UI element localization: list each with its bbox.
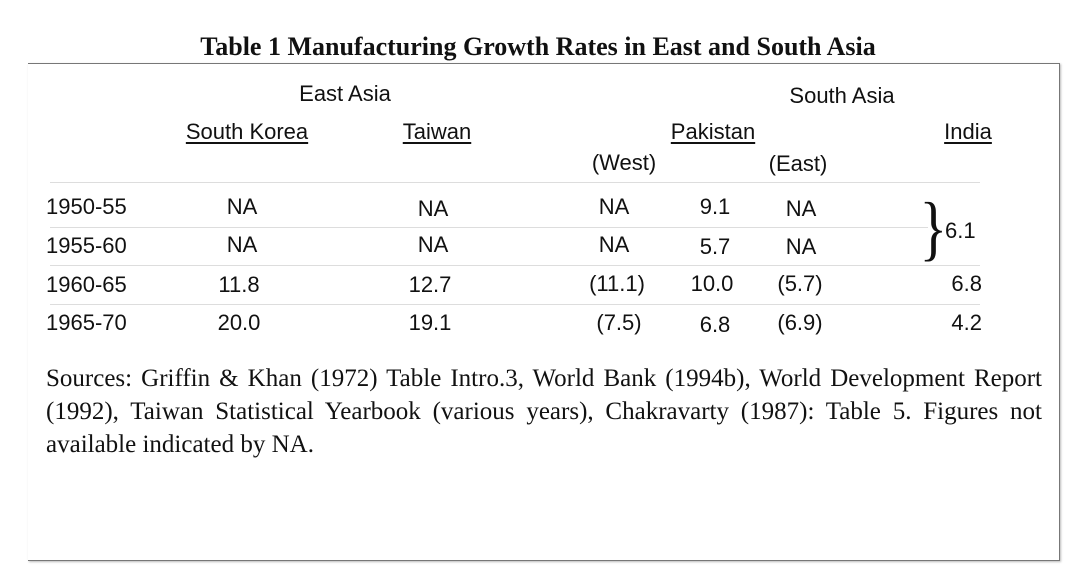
header-pakistan: Pakistan (670, 119, 756, 144)
pakistan-east-cell: (6.9) (777, 310, 823, 335)
south-korea-cell: NA (226, 232, 258, 257)
pakistan-west-cell: (11.1) (589, 271, 645, 296)
india-cell: 4.2 (951, 310, 982, 335)
header-taiwan: Taiwan (402, 119, 472, 144)
pakistan-east-cell: NA (785, 196, 817, 221)
header-west: (West) (591, 150, 657, 175)
india-1950-60-cell: 6.1 (945, 218, 976, 243)
period-cell: 1955-60 (46, 233, 127, 258)
period-cell: 1960-65 (46, 272, 127, 297)
taiwan-cell: 19.1 (408, 310, 452, 335)
pakistan-total-cell: 10.0 (690, 271, 734, 296)
pakistan-total-cell: 6.8 (699, 312, 731, 337)
row-divider (50, 182, 980, 183)
header-south-korea: South Korea (185, 119, 309, 144)
table-title: Table 1 Manufacturing Growth Rates in Ea… (200, 32, 876, 61)
pakistan-east-cell: NA (785, 234, 817, 259)
pakistan-total-cell: 5.7 (699, 234, 731, 259)
pakistan-west-cell: NA (598, 194, 630, 219)
pakistan-total-cell: 9.1 (699, 194, 731, 219)
period-cell: 1950-55 (46, 194, 127, 219)
taiwan-cell: 12.7 (408, 272, 452, 297)
header-east: (East) (768, 151, 828, 176)
taiwan-cell: NA (417, 196, 449, 221)
india-cell: 6.8 (951, 271, 982, 296)
south-korea-cell: 11.8 (218, 272, 260, 297)
taiwan-cell: NA (417, 232, 449, 257)
period-cell: 1965-70 (46, 310, 127, 335)
brace-icon: } (919, 188, 948, 268)
row-divider (50, 265, 980, 266)
pakistan-east-cell: (5.7) (777, 271, 823, 296)
pakistan-west-cell: NA (598, 232, 630, 257)
row-divider (50, 304, 980, 305)
header-east-asia: East Asia (299, 81, 391, 106)
sources-note: Sources: Griffin & Khan (1972) Table Int… (46, 365, 1042, 458)
south-korea-cell: NA (226, 194, 258, 219)
header-india: India (944, 119, 992, 144)
south-korea-cell: 20.0 (217, 310, 261, 335)
header-south-asia: South Asia (789, 83, 895, 108)
table-frame (28, 63, 1060, 561)
row-divider (50, 227, 928, 228)
pakistan-west-cell: (7.5) (596, 310, 642, 335)
